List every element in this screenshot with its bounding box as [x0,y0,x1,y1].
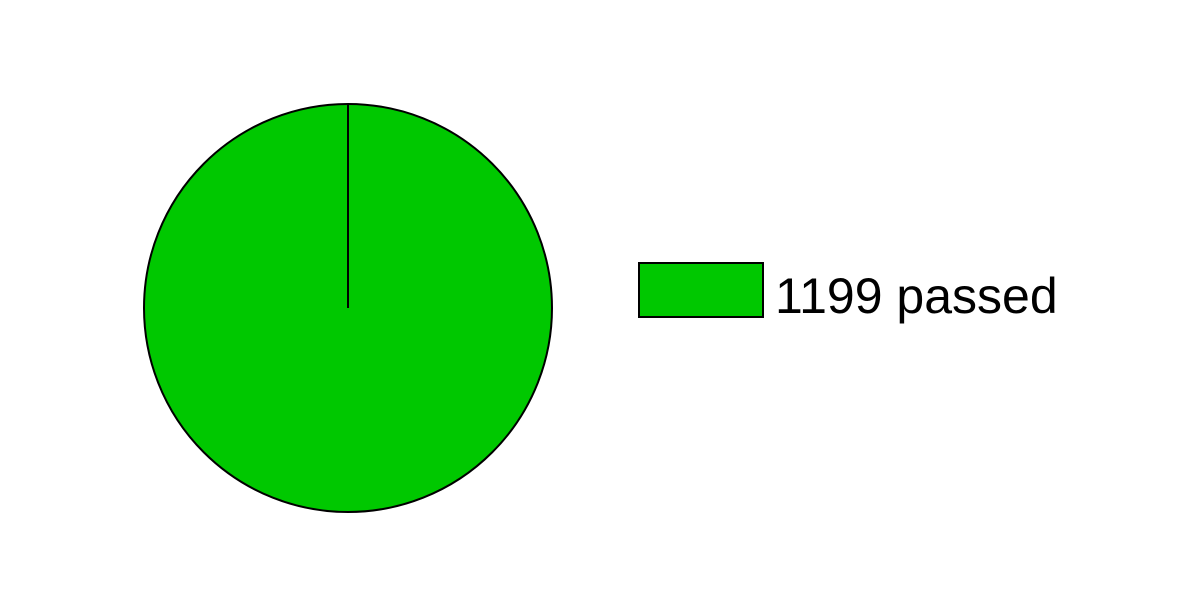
legend-swatch [638,262,764,318]
legend: 1199 passed [638,262,1058,324]
pie-slices [143,103,553,513]
legend-label: 1199 passed [775,268,1058,324]
